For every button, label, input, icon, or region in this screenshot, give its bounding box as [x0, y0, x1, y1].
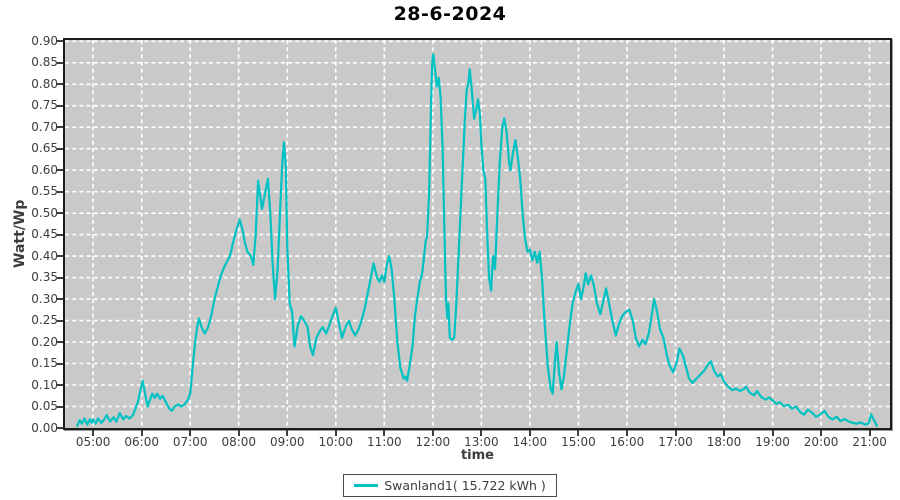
y-tick-label: 0.05	[31, 399, 58, 414]
x-tick-mark	[480, 430, 483, 436]
x-tick-mark	[771, 430, 774, 436]
x-tick-mark	[723, 430, 726, 436]
y-tick-label: 0.70	[31, 119, 58, 134]
plot-svg	[65, 40, 890, 428]
x-tick-mark	[868, 430, 871, 436]
y-tick-label: 0.65	[31, 141, 58, 156]
x-tick-mark	[92, 430, 95, 436]
chart-title: 28-6-2024	[393, 3, 507, 25]
plot-area	[63, 38, 892, 430]
y-tick-label: 0.30	[31, 291, 58, 306]
x-tick-mark	[528, 430, 531, 436]
x-tick-mark	[140, 430, 143, 436]
x-tick-mark	[820, 430, 823, 436]
legend-box: Swanland1( 15.722 kWh )	[343, 474, 557, 497]
y-tick-label: 0.10	[31, 377, 58, 392]
x-tick-mark	[334, 430, 337, 436]
x-tick-mark	[674, 430, 677, 436]
legend-series-label: Swanland1( 15.722 kWh )	[384, 478, 546, 493]
y-tick-label: 0.85	[31, 55, 58, 70]
x-tick-mark	[286, 430, 289, 436]
y-tick-label: 0.60	[31, 162, 58, 177]
y-tick-label: 0.15	[31, 356, 58, 371]
x-tick-mark	[431, 430, 434, 436]
x-tick-mark	[383, 430, 386, 436]
y-tick-label: 0.00	[31, 420, 58, 435]
y-tick-label: 0.75	[31, 98, 58, 113]
x-axis-title: time	[460, 448, 495, 463]
legend-line-swatch	[354, 484, 379, 487]
y-axis-title: Watt/Wp	[12, 199, 28, 269]
y-tick-label: 0.20	[31, 334, 58, 349]
y-tick-label: 0.90	[31, 33, 58, 48]
legend: Swanland1( 15.722 kWh )	[0, 474, 900, 497]
y-tick-label: 0.25	[31, 313, 58, 328]
x-tick-mark	[189, 430, 192, 436]
x-tick-mark	[625, 430, 628, 436]
x-tick-mark	[577, 430, 580, 436]
y-tick-label: 0.80	[31, 76, 58, 91]
x-tick-mark	[237, 430, 240, 436]
